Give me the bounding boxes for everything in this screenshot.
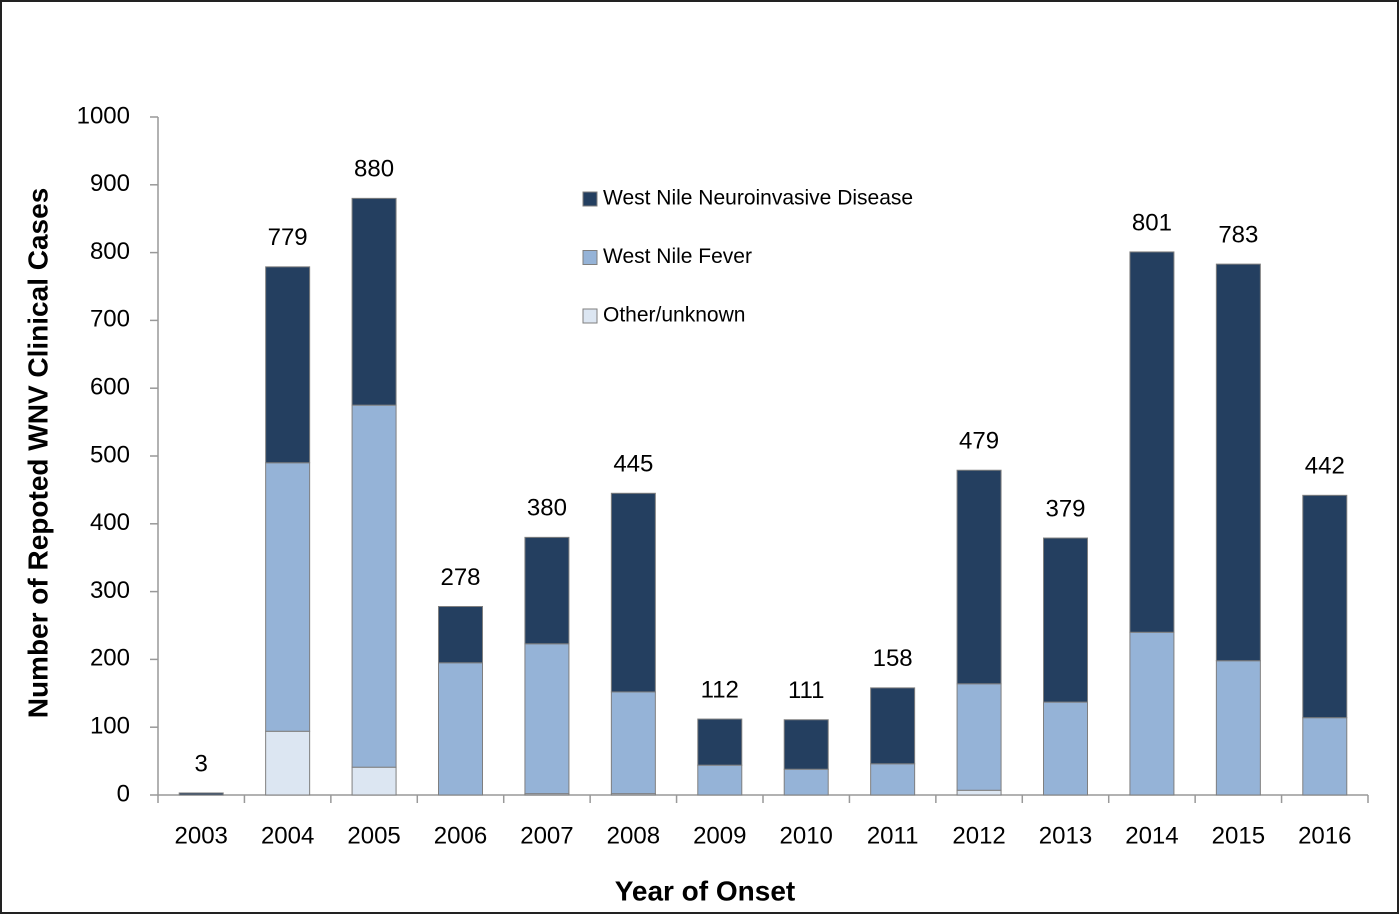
bar-segment xyxy=(956,683,1002,791)
bar-segment xyxy=(351,404,397,768)
y-tick-label: 400 xyxy=(90,509,130,536)
x-tick-label: 2005 xyxy=(347,822,400,849)
total-label: 442 xyxy=(1305,453,1345,480)
bar-segment xyxy=(265,462,311,732)
y-axis-title: Number of Repoted WNV Clinical Cases xyxy=(22,188,53,719)
x-tick-label: 2015 xyxy=(1212,822,1265,849)
y-tick-label: 0 xyxy=(117,780,130,807)
y-tick-label: 300 xyxy=(90,577,130,604)
bar-segment xyxy=(1043,701,1088,796)
total-label: 479 xyxy=(959,428,999,455)
x-tick-label: 2007 xyxy=(520,822,573,849)
x-tick-label: 2014 xyxy=(1125,822,1178,849)
x-tick-label: 2009 xyxy=(693,822,746,849)
y-tick-label: 100 xyxy=(90,713,130,740)
x-tick-label: 2011 xyxy=(867,822,919,849)
bar-segment xyxy=(524,643,570,795)
bar-segment xyxy=(956,789,1002,796)
bar-segment xyxy=(697,764,743,796)
legend-label: Other/unknown xyxy=(603,304,745,327)
x-axis-title: Year of Onset xyxy=(615,875,796,906)
bar-segment xyxy=(783,768,829,796)
bar-segment xyxy=(438,606,483,664)
bar-segment xyxy=(265,730,311,796)
x-tick-label: 2012 xyxy=(952,822,1005,849)
bar-segment xyxy=(956,469,1002,685)
total-label: 3 xyxy=(195,750,208,777)
y-tick-label: 200 xyxy=(90,645,130,672)
total-label: 111 xyxy=(788,677,824,704)
legend-swatch xyxy=(582,250,598,265)
bar-segment xyxy=(697,718,743,766)
total-label: 783 xyxy=(1218,221,1258,248)
x-tick-label: 2016 xyxy=(1298,822,1351,849)
bar-segment xyxy=(610,492,656,693)
legend-label: West Nile Fever xyxy=(603,245,752,268)
bar-segment xyxy=(1129,251,1175,633)
legend-label: West Nile Neuroinvasive Disease xyxy=(603,187,913,210)
x-tick-label: 2006 xyxy=(434,822,487,849)
total-label: 380 xyxy=(527,495,567,522)
x-tick-label: 2003 xyxy=(175,822,228,849)
y-tick-label: 800 xyxy=(90,238,130,265)
bar-segment xyxy=(524,536,570,645)
legend-swatch xyxy=(582,191,598,207)
total-label: 880 xyxy=(354,156,394,183)
total-label: 801 xyxy=(1132,209,1172,236)
y-tick-label: 600 xyxy=(90,374,130,401)
x-tick-label: 2004 xyxy=(261,822,314,849)
total-label: 445 xyxy=(613,451,653,478)
bar-segment xyxy=(1215,660,1261,796)
bar-segment xyxy=(870,763,916,796)
bar-segment xyxy=(351,197,397,406)
bar-segment xyxy=(870,687,916,765)
x-tick-label: 2013 xyxy=(1039,822,1092,849)
total-label: 779 xyxy=(268,224,308,251)
y-tick-label: 900 xyxy=(90,170,130,197)
bar-segment xyxy=(783,719,829,770)
bar-segment xyxy=(610,691,656,795)
x-tick-label: 2008 xyxy=(607,822,660,849)
bar-segment xyxy=(351,766,397,796)
total-label: 278 xyxy=(440,564,480,591)
bar-segment xyxy=(1043,537,1088,703)
total-label: 379 xyxy=(1045,495,1085,522)
bar-segment xyxy=(1129,631,1175,796)
bar-segment xyxy=(265,266,311,464)
y-tick-label: 700 xyxy=(90,306,130,333)
bar-segment xyxy=(1302,717,1348,796)
bar-segment xyxy=(1302,494,1348,719)
total-label: 112 xyxy=(701,676,739,703)
bar-segment xyxy=(178,792,224,796)
x-tick-label: 2010 xyxy=(780,822,833,849)
total-label: 158 xyxy=(873,645,913,672)
y-tick-label: 500 xyxy=(90,441,130,468)
y-tick-label: 1000 xyxy=(77,102,130,129)
legend-swatch xyxy=(582,308,598,324)
bar-segment xyxy=(438,662,483,796)
bar-segment xyxy=(1215,263,1261,662)
